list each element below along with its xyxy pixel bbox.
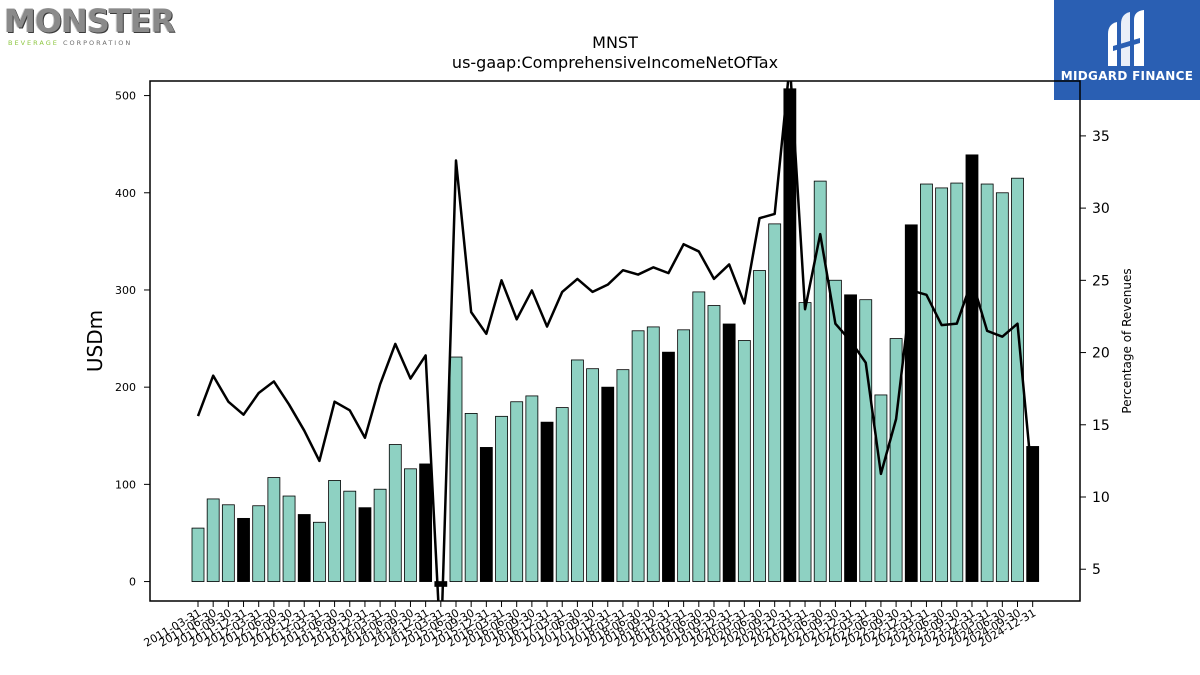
- monster-logo-tagline-rest: CORPORATION: [62, 39, 133, 47]
- y-tick-label: 500: [115, 90, 136, 103]
- y-tick-label: 0: [129, 576, 136, 589]
- bar-2016-12-31: [540, 421, 554, 582]
- bar-2012-06-30: [267, 477, 281, 582]
- bar-2013-09-30: [343, 490, 357, 582]
- bar-2016-09-30: [525, 395, 539, 582]
- y2-axis-label: Percentage of Revenues: [1120, 268, 1134, 413]
- bar-2016-06-30: [510, 401, 524, 582]
- bar-2014-06-30: [388, 444, 402, 582]
- chart-subtitle: us-gaap:ComprehensiveIncomeNetOfTax: [452, 53, 778, 72]
- bar-2015-12-31: [479, 447, 493, 582]
- bar-2022-12-31: [904, 224, 918, 582]
- bar-2014-12-31: [419, 463, 433, 582]
- bar-2019-06-30: [692, 291, 706, 582]
- x-axis: 2011-03-312011-06-302011-09-302011-12-31…: [142, 601, 1038, 650]
- bar-2012-09-30: [282, 495, 296, 582]
- bar-2019-12-31: [722, 323, 736, 582]
- bar-2011-12-31: [237, 517, 250, 582]
- bar-2017-06-30: [571, 359, 584, 582]
- y2-tick-label: 35: [1092, 129, 1110, 145]
- bar-2023-06-30: [935, 187, 949, 582]
- y-axis-left: 0 100 200 300 400 500: [115, 90, 150, 589]
- bar-2013-06-30: [328, 480, 341, 582]
- y2-tick-label: 20: [1092, 346, 1110, 362]
- bar-2018-06-30: [631, 330, 645, 582]
- bar-series: [191, 88, 1040, 587]
- bar-2014-09-30: [404, 468, 417, 582]
- bar-2015-06-30: [449, 356, 463, 582]
- bar-2018-09-30: [646, 326, 660, 582]
- y2-tick-label: 10: [1092, 490, 1110, 506]
- y-axis-right: 5 10 15 20 25 30 35: [1080, 129, 1110, 578]
- y-tick-label: 300: [115, 284, 136, 297]
- bar-2011-03-31: [191, 527, 205, 582]
- y2-tick-label: 30: [1092, 201, 1110, 217]
- bar-2021-12-31: [844, 294, 857, 582]
- y-axis-label: USDm: [83, 310, 107, 372]
- bar-2018-03-31: [616, 369, 630, 582]
- pct-of-revenue-line: [196, 81, 1034, 601]
- bar-2012-12-31: [297, 514, 311, 582]
- bar-2021-09-30: [828, 279, 842, 582]
- bar-2021-06-30: [813, 180, 827, 582]
- bar-2020-06-30: [753, 270, 766, 582]
- y-tick-label: 200: [115, 381, 136, 394]
- bar-2024-12-31: [1026, 446, 1040, 582]
- bar-2014-03-31: [373, 488, 387, 582]
- bar-2019-03-31: [677, 329, 691, 582]
- bar-2024-03-31: [980, 183, 994, 582]
- bar-2016-03-31: [495, 415, 508, 582]
- bar-2023-03-31: [920, 183, 933, 582]
- monster-logo-tagline-accent: BEVERAGE: [8, 39, 59, 47]
- bar-2017-12-31: [601, 386, 615, 582]
- bar-2021-03-31: [798, 302, 812, 582]
- bar-2022-06-30: [874, 394, 888, 582]
- midgard-finance-name: MIDGARD FINANCE: [1060, 69, 1194, 83]
- bar-2011-06-30: [206, 498, 220, 582]
- bar-2023-12-31: [965, 154, 979, 582]
- bar-2020-03-31: [737, 340, 751, 582]
- bar-2012-03-31: [252, 505, 266, 582]
- y-tick-label: 400: [115, 187, 136, 200]
- monster-logo: MONSTER BEVERAGE CORPORATION: [4, 4, 175, 47]
- y2-tick-label: 15: [1092, 418, 1110, 434]
- bar-2020-09-30: [768, 223, 782, 582]
- bar-2024-06-30: [995, 192, 1009, 582]
- bar-2017-09-30: [586, 368, 599, 582]
- bar-2018-12-31: [662, 351, 675, 582]
- plot-frame: [149, 80, 1081, 602]
- bar-2013-03-31: [313, 521, 326, 582]
- y2-tick-label: 25: [1092, 273, 1110, 289]
- bar-2020-12-31: [783, 88, 797, 582]
- bar-2017-03-31: [555, 407, 569, 582]
- bar-2019-09-30: [707, 305, 721, 582]
- monster-logo-tagline: BEVERAGE CORPORATION: [8, 39, 132, 47]
- chart-title: MNST: [592, 33, 638, 52]
- midgard-emblem-icon: [1108, 10, 1144, 66]
- y-tick-label: 100: [115, 478, 136, 491]
- midgard-finance-logo: MIDGARD FINANCE: [1054, 0, 1200, 100]
- bar-2015-03-31: [434, 581, 448, 587]
- y2-tick-label: 5: [1092, 562, 1101, 578]
- bar-2023-09-30: [950, 182, 964, 582]
- bar-2011-09-30: [221, 504, 235, 582]
- monster-logo-wordmark: MONSTER: [4, 2, 175, 40]
- bar-2015-09-30: [464, 413, 478, 582]
- bar-2013-12-31: [358, 507, 372, 582]
- line-series: [196, 81, 1034, 601]
- bar-2022-03-31: [859, 299, 873, 582]
